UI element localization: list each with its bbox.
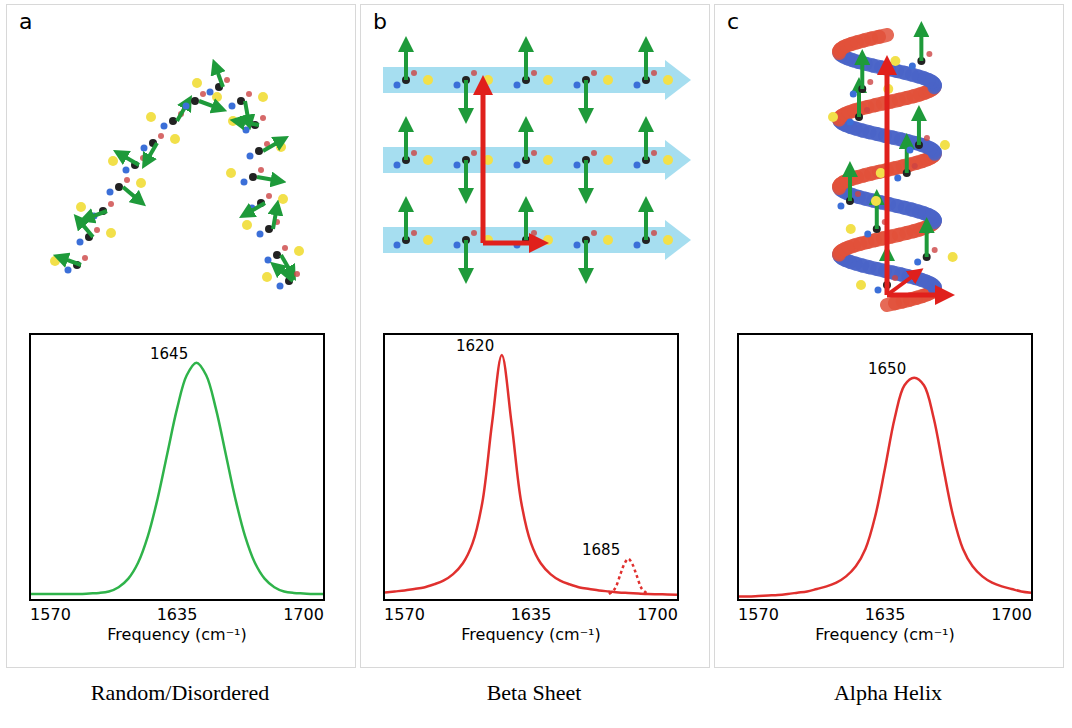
svg-text:1635: 1635 <box>865 605 906 624</box>
html-text:Random/Disordered: Random/Disordered <box>90 680 270 705</box>
svg-text:1570: 1570 <box>384 605 425 624</box>
svg-text:1620: 1620 <box>456 337 494 355</box>
html-text:Beta Sheet: Beta Sheet <box>486 680 582 705</box>
svg-text:Frequency (cm⁻¹): Frequency (cm⁻¹) <box>461 625 600 644</box>
svg-text:1700: 1700 <box>637 605 678 624</box>
svg-text:1635: 1635 <box>511 605 552 624</box>
svg-text:1635: 1635 <box>157 605 198 624</box>
svg-text:1570: 1570 <box>30 605 71 624</box>
html-text:c: c <box>727 9 740 34</box>
html-text:a: a <box>19 9 33 34</box>
svg-text:Frequency (cm⁻¹): Frequency (cm⁻¹) <box>815 625 954 644</box>
html-text:Alpha Helix: Alpha Helix <box>833 680 943 705</box>
svg-text:1570: 1570 <box>738 605 779 624</box>
svg-text:1700: 1700 <box>991 605 1032 624</box>
svg-text:1650: 1650 <box>868 360 906 378</box>
html-text:b: b <box>373 9 387 34</box>
svg-text:1685: 1685 <box>582 541 620 559</box>
svg-text:Frequency (cm⁻¹): Frequency (cm⁻¹) <box>107 625 246 644</box>
svg-text:1700: 1700 <box>283 605 324 624</box>
svg-text:1645: 1645 <box>150 345 188 363</box>
